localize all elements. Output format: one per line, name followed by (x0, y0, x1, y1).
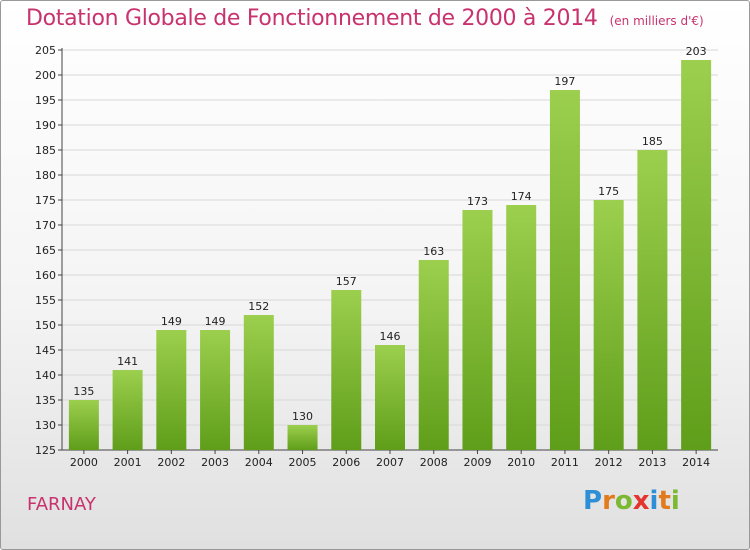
bar (68, 400, 99, 450)
bar (593, 200, 624, 450)
chart-title-text: Dotation Globale de Fonctionnement de 20… (26, 6, 598, 31)
x-tick-label: 2000 (70, 456, 98, 469)
bar (243, 315, 274, 450)
value-label: 141 (117, 355, 138, 368)
x-tick-label: 2002 (157, 456, 185, 469)
y-tick-label: 135 (35, 394, 56, 407)
value-label: 175 (598, 185, 619, 198)
value-label: 163 (423, 245, 444, 258)
x-tick-label: 2013 (638, 456, 666, 469)
y-tick-label: 190 (35, 119, 56, 132)
value-label: 149 (161, 315, 182, 328)
x-tick-label: 2008 (420, 456, 448, 469)
x-tick-label: 2009 (463, 456, 491, 469)
logo-letter: P (583, 486, 603, 516)
bar (462, 210, 493, 450)
logo-letter: i (649, 486, 659, 516)
x-tick-label: 2007 (376, 456, 404, 469)
logo-letter: i (670, 486, 680, 516)
value-label: 149 (205, 315, 226, 328)
x-tick-label: 2003 (201, 456, 229, 469)
value-labels: 135 141 149 149 152 130 157 146 163 173 174 197 175 1… (73, 45, 706, 423)
value-label: 173 (467, 195, 488, 208)
y-tick-label: 200 (35, 69, 56, 82)
value-label: 130 (292, 410, 313, 423)
y-tick-labels: 125 130 135 140 145 150 155 160 165 170 175 180 185 1… (35, 44, 56, 457)
value-label: 146 (380, 330, 401, 343)
y-tick-label: 160 (35, 269, 56, 282)
y-tick-label: 170 (35, 219, 56, 232)
x-tick-label: 2014 (682, 456, 710, 469)
x-tick-label: 2001 (114, 456, 142, 469)
value-label: 157 (336, 275, 357, 288)
bar (331, 290, 362, 450)
x-tick-labels: 2000 2001 2002 2003 2004 2005 2006 2007 2008 2009… (70, 456, 710, 469)
value-label: 152 (248, 300, 269, 313)
bar (418, 260, 449, 450)
x-tick-label: 2010 (507, 456, 535, 469)
chart-subtitle: (en milliers d'€) (609, 14, 704, 28)
y-tick-label: 125 (35, 444, 56, 457)
bar (506, 205, 537, 450)
logo-letter: x (632, 486, 650, 516)
y-tick-label: 185 (35, 144, 56, 157)
x-tick-label: 2005 (289, 456, 317, 469)
bar (200, 330, 231, 450)
x-tick-label: 2006 (332, 456, 360, 469)
logo-letter: r (602, 486, 615, 516)
value-label: 185 (642, 135, 663, 148)
y-tick-label: 205 (35, 44, 56, 57)
value-label: 203 (686, 45, 707, 58)
logo-letter: t (658, 486, 671, 516)
logo-letter: o (614, 486, 633, 516)
chart-title: Dotation Globale de Fonctionnement de 20… (26, 6, 704, 31)
y-tick-label: 195 (35, 94, 56, 107)
y-tick-label: 140 (35, 369, 56, 382)
proxiti-logo[interactable]: Proxiti (583, 486, 680, 516)
bar (156, 330, 187, 450)
y-tick-label: 150 (35, 319, 56, 332)
x-tick-label: 2004 (245, 456, 273, 469)
x-tick-label: 2011 (551, 456, 579, 469)
bar (637, 150, 668, 450)
y-tick-label: 165 (35, 244, 56, 257)
x-tick-label: 2012 (595, 456, 623, 469)
bar (681, 60, 712, 450)
bars (68, 60, 712, 450)
bar (375, 345, 405, 450)
y-tick-label: 155 (35, 294, 56, 307)
bar (287, 425, 318, 450)
y-tick-label: 145 (35, 344, 56, 357)
bar (549, 90, 580, 450)
y-tick-label: 180 (35, 169, 56, 182)
commune-name: FARNAY (27, 494, 96, 515)
value-label: 174 (511, 190, 532, 203)
value-label: 135 (73, 385, 94, 398)
y-tick-label: 175 (35, 194, 56, 207)
bar (112, 370, 143, 450)
value-label: 197 (554, 75, 575, 88)
y-tick-label: 130 (35, 419, 56, 432)
